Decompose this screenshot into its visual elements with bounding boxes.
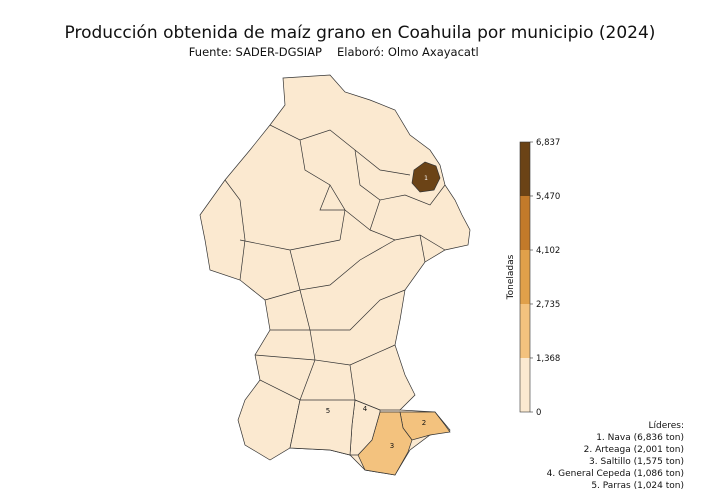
colorbar-segment [520, 196, 530, 250]
colorbar: 0 1,368 2,735 4,102 5,470 6,837 [519, 138, 560, 418]
colorbar-tick-label: 4,102 [536, 246, 560, 256]
region-label: 1 [424, 175, 428, 182]
region-nava [411, 161, 441, 193]
leader-item: 2. Arteaga (2,001 ton) [584, 445, 684, 455]
colorbar-tick-label: 5,470 [536, 192, 560, 202]
leaders-list: Líderes: 1. Nava (6,836 ton) 2. Arteaga (… [547, 421, 684, 491]
region-label: 3 [390, 442, 394, 450]
leaders-heading: Líderes: [648, 421, 684, 431]
colorbar-segment [520, 142, 530, 196]
colorbar-segment [520, 358, 530, 412]
colorbar-label: Toneladas [506, 254, 516, 300]
leader-item: 3. Saltillo (1,575 ton) [589, 457, 684, 467]
colorbar-tick-label: 6,837 [536, 138, 560, 148]
colorbar-tick-label: 2,735 [536, 300, 560, 310]
title: Producción obtenida de maíz grano en Coa… [65, 23, 656, 43]
leader-item: 5. Parras (1,024 ton) [591, 481, 684, 491]
colorbar-tick-label: 0 [536, 408, 541, 418]
colorbar-segment [520, 304, 530, 358]
colorbar-tick-label: 1,368 [536, 354, 560, 364]
author: Elaboró: Olmo Axayacatl [337, 45, 479, 59]
state-map: 1 2 3 4 5 [199, 74, 471, 476]
leader-item: 4. General Cepeda (1,086 ton) [547, 469, 684, 479]
colorbar-frame [519, 141, 531, 413]
region-label: 5 [326, 407, 330, 415]
colorbar-segment [520, 250, 530, 304]
region-label: 4 [363, 405, 368, 413]
region-label: 2 [422, 419, 426, 427]
source: Fuente: SADER-DGSIAP [189, 45, 322, 59]
leader-item: 1. Nava (6,836 ton) [596, 433, 684, 443]
region-parras [289, 399, 356, 456]
